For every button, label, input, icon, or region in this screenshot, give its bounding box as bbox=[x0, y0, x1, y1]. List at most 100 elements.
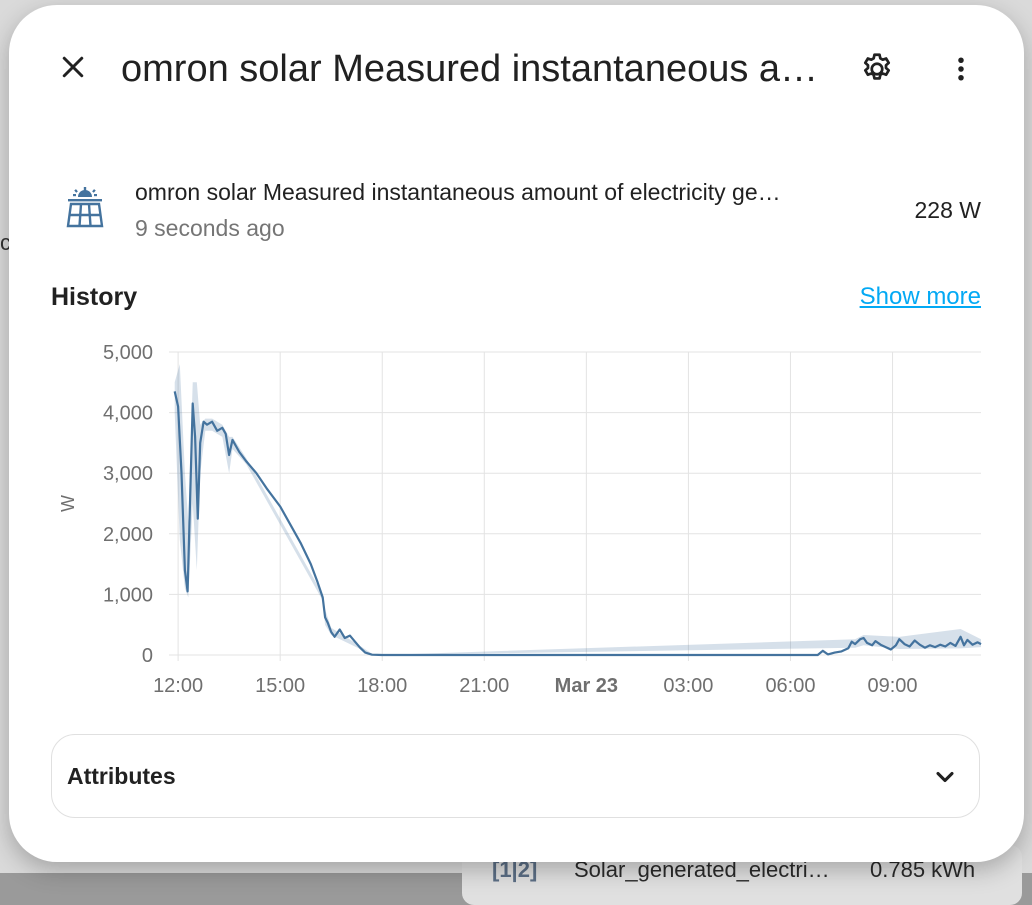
data-point bbox=[980, 643, 982, 645]
history-chart[interactable]: 5,000 4,000 3,000 2,000 1,000 012:00 15:00 18:0… bbox=[49, 340, 989, 715]
data-point bbox=[310, 563, 312, 565]
data-point bbox=[324, 616, 326, 618]
data-point bbox=[862, 637, 864, 639]
data-point bbox=[255, 472, 257, 474]
data-point bbox=[245, 460, 247, 462]
data-point bbox=[687, 654, 689, 656]
close-icon bbox=[62, 56, 84, 78]
data-point bbox=[963, 644, 965, 646]
y-tick-label: 5,000 bbox=[103, 342, 153, 364]
data-point bbox=[827, 653, 829, 655]
data-point bbox=[859, 638, 861, 640]
x-tick-label: 18:00 bbox=[357, 675, 407, 697]
data-point bbox=[919, 643, 921, 645]
x-tick-label: 12:00 bbox=[153, 675, 203, 697]
data-point bbox=[216, 430, 218, 432]
data-point bbox=[966, 639, 968, 641]
y-tick-label: 1,000 bbox=[103, 584, 153, 606]
series-range-band bbox=[174, 364, 981, 655]
data-point bbox=[265, 487, 267, 489]
data-point bbox=[866, 642, 868, 644]
data-point bbox=[194, 436, 196, 438]
chevron-down-icon bbox=[936, 771, 954, 783]
data-point bbox=[908, 645, 910, 647]
y-tick-label: 0 bbox=[142, 645, 153, 667]
gear-icon bbox=[863, 53, 891, 80]
data-point bbox=[364, 651, 366, 653]
data-point bbox=[585, 654, 587, 656]
data-point bbox=[822, 650, 824, 652]
data-point bbox=[954, 645, 956, 647]
data-point bbox=[871, 644, 873, 646]
data-point bbox=[184, 569, 186, 571]
data-point bbox=[192, 402, 194, 404]
entity-name: omron solar Measured instantaneous amoun… bbox=[135, 179, 781, 205]
x-tick-label: Mar 23 bbox=[555, 675, 618, 697]
entity-state-value: 228 W bbox=[914, 197, 981, 223]
data-point bbox=[238, 451, 240, 453]
more-options-button[interactable] bbox=[937, 45, 985, 93]
data-point bbox=[228, 454, 230, 456]
dots-vertical-icon bbox=[958, 57, 964, 81]
y-tick-label: 3,000 bbox=[103, 463, 153, 485]
data-point bbox=[885, 646, 887, 648]
data-point bbox=[898, 638, 900, 640]
data-point bbox=[174, 390, 176, 392]
data-point bbox=[197, 517, 199, 519]
data-point bbox=[359, 647, 361, 649]
data-point bbox=[221, 427, 223, 429]
data-point bbox=[874, 640, 876, 642]
data-point bbox=[177, 405, 179, 407]
data-point bbox=[199, 442, 201, 444]
show-more-link[interactable]: Show more bbox=[859, 283, 981, 310]
close-button[interactable] bbox=[49, 43, 97, 91]
settings-button[interactable] bbox=[853, 45, 901, 93]
x-tick-label: 15:00 bbox=[255, 675, 305, 697]
data-point bbox=[840, 650, 842, 652]
data-point bbox=[316, 581, 318, 583]
y-tick-label: 2,000 bbox=[103, 524, 153, 546]
dialog-title: omron solar Measured instantaneous a… bbox=[121, 48, 819, 90]
more-info-dialog: omron solar Measured instantaneous a… bbox=[9, 5, 1024, 862]
data-point bbox=[371, 653, 373, 655]
data-point bbox=[321, 596, 323, 598]
data-point bbox=[211, 420, 213, 422]
data-point bbox=[834, 651, 836, 653]
data-point bbox=[851, 640, 853, 642]
solar-panel-icon bbox=[66, 187, 104, 228]
data-point bbox=[344, 637, 346, 639]
data-point bbox=[854, 643, 856, 645]
background-edge-text: c bbox=[0, 230, 11, 255]
data-point bbox=[330, 631, 332, 633]
data-point bbox=[483, 654, 485, 656]
x-tick-label: 21:00 bbox=[459, 675, 509, 697]
data-point bbox=[890, 648, 892, 650]
data-point bbox=[354, 640, 356, 642]
data-point bbox=[929, 644, 931, 646]
data-point bbox=[327, 622, 329, 624]
entity-state-row[interactable]: omron solar Measured instantaneous amoun… bbox=[61, 175, 991, 247]
y-axis-label: W bbox=[58, 495, 78, 512]
y-tick-label: 4,000 bbox=[103, 403, 153, 425]
data-point bbox=[949, 642, 951, 644]
data-point bbox=[381, 654, 383, 656]
data-point bbox=[339, 628, 341, 630]
data-point bbox=[913, 639, 915, 641]
data-point bbox=[971, 643, 973, 645]
x-tick-label: 03:00 bbox=[663, 675, 713, 697]
data-point bbox=[924, 647, 926, 649]
x-tick-label: 06:00 bbox=[765, 675, 815, 697]
data-point bbox=[816, 654, 818, 656]
attributes-expander[interactable]: Attributes bbox=[51, 734, 980, 818]
data-point bbox=[847, 647, 849, 649]
data-point bbox=[206, 424, 208, 426]
data-point bbox=[939, 643, 941, 645]
data-point bbox=[289, 524, 291, 526]
data-point bbox=[944, 645, 946, 647]
data-point bbox=[186, 590, 188, 592]
data-point bbox=[934, 646, 936, 648]
data-point bbox=[333, 636, 335, 638]
data-point bbox=[231, 439, 233, 441]
x-tick-label: 09:00 bbox=[868, 675, 918, 697]
data-point bbox=[349, 634, 351, 636]
